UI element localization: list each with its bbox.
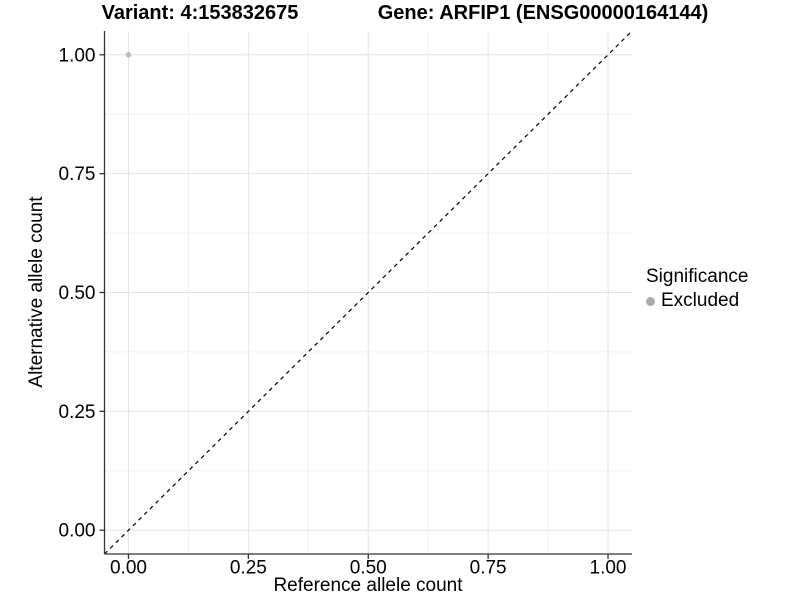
x-axis-title: Reference allele count bbox=[273, 575, 463, 596]
y-tick-label: 1.00 bbox=[59, 45, 96, 66]
legend-item-excluded: Excluded bbox=[646, 290, 748, 312]
legend: Significance Excluded bbox=[646, 266, 748, 312]
y-tick-label: 0.00 bbox=[59, 521, 96, 542]
y-axis-title: Alternative allele count bbox=[26, 196, 47, 388]
x-tick-label: 0.00 bbox=[110, 558, 147, 579]
identity-reference-line bbox=[104, 30, 633, 555]
legend-title: Significance bbox=[646, 266, 749, 287]
y-tick-label: 0.50 bbox=[59, 283, 96, 304]
x-tick-label: 0.50 bbox=[350, 558, 387, 579]
y-tick-label: 0.25 bbox=[59, 402, 96, 423]
legend-item-label: Excluded bbox=[661, 290, 740, 311]
variant-title: Variant: 4:153832675 bbox=[101, 2, 299, 24]
x-tick-label: 0.75 bbox=[470, 558, 507, 579]
y-tick-label: 0.75 bbox=[59, 164, 96, 185]
x-tick-label: 1.00 bbox=[590, 558, 627, 579]
gene-title: Gene: ARFIP1 (ENSG00000164144) bbox=[377, 2, 709, 24]
legend-point-icon bbox=[646, 296, 655, 306]
data-point-excluded bbox=[125, 51, 132, 58]
x-tick-label: 0.25 bbox=[230, 558, 267, 579]
